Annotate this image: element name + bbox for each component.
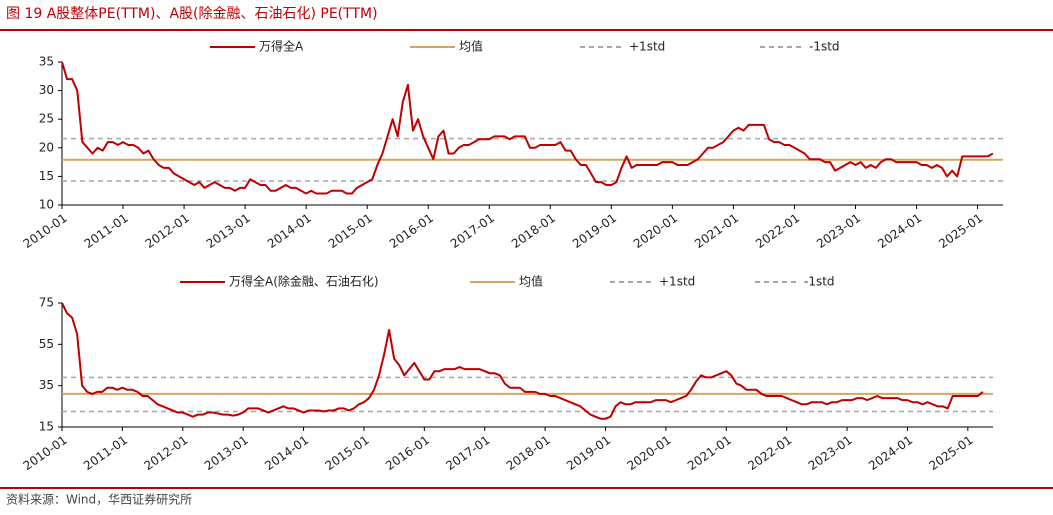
x-tick-label: 2013-01 (204, 211, 253, 251)
x-tick-label: 2016-01 (383, 433, 432, 473)
x-tick-label: 2025-01 (926, 433, 975, 473)
x-tick-label: 2012-01 (143, 211, 192, 251)
y-tick-label: 20 (39, 140, 54, 154)
x-tick-label: 2019-01 (570, 211, 619, 251)
y-tick-label: 55 (39, 337, 54, 351)
y-tick-label: 10 (39, 198, 54, 212)
x-tick-label: 2011-01 (82, 211, 131, 251)
x-tick-label: 2024-01 (866, 433, 915, 473)
y-tick-label: 35 (39, 378, 54, 392)
x-tick-label: 2014-01 (262, 433, 311, 473)
x-tick-label: 2018-01 (504, 433, 553, 473)
x-tick-label: 2012-01 (141, 433, 190, 473)
x-tick-label: 2018-01 (509, 211, 558, 251)
legend-label: 均值 (519, 274, 543, 289)
x-tick-label: 2022-01 (745, 433, 794, 473)
x-tick-label: 2024-01 (875, 211, 924, 251)
legend-label: -1std (804, 275, 835, 289)
legend-label: 万得全A (259, 39, 304, 54)
legend-label: +1std (659, 275, 695, 289)
series-line (61, 61, 994, 195)
x-tick-label: 2011-01 (81, 433, 130, 473)
y-tick-label: 15 (39, 169, 54, 183)
x-tick-label: 2023-01 (806, 433, 855, 473)
x-tick-label: 2017-01 (448, 211, 497, 251)
x-tick-label: 2015-01 (326, 211, 375, 251)
legend-label: +1std (629, 40, 665, 54)
x-tick-label: 2023-01 (814, 211, 863, 251)
x-tick-label: 2010-01 (21, 211, 70, 251)
x-tick-label: 2017-01 (443, 433, 492, 473)
legend-label: -1std (809, 40, 840, 54)
x-tick-label: 2020-01 (625, 433, 674, 473)
x-tick-label: 2021-01 (685, 433, 734, 473)
figure-title: 图 19 A股整体PE(TTM)、A股(除金融、石油石化) PE(TTM) (6, 6, 378, 22)
y-tick-label: 30 (39, 83, 54, 97)
x-tick-label: 2019-01 (564, 433, 613, 473)
y-tick-label: 75 (39, 296, 54, 310)
legend-label: 万得全A(除金融、石油石化) (229, 274, 379, 289)
y-tick-label: 15 (39, 420, 54, 434)
legend-label: 均值 (459, 39, 483, 54)
x-tick-label: 2020-01 (631, 211, 680, 251)
x-tick-label: 2010-01 (21, 433, 70, 473)
y-tick-label: 35 (39, 55, 54, 69)
x-tick-label: 2021-01 (692, 211, 741, 251)
x-tick-label: 2013-01 (202, 433, 251, 473)
source: 资料来源：Wind，华西证券研究所 (6, 492, 192, 507)
x-tick-label: 2022-01 (753, 211, 802, 251)
x-tick-label: 2014-01 (265, 211, 314, 251)
series-line (61, 302, 984, 420)
x-tick-label: 2025-01 (936, 211, 985, 251)
y-tick-label: 25 (39, 112, 54, 126)
x-tick-label: 2015-01 (323, 433, 372, 473)
x-tick-label: 2016-01 (387, 211, 436, 251)
